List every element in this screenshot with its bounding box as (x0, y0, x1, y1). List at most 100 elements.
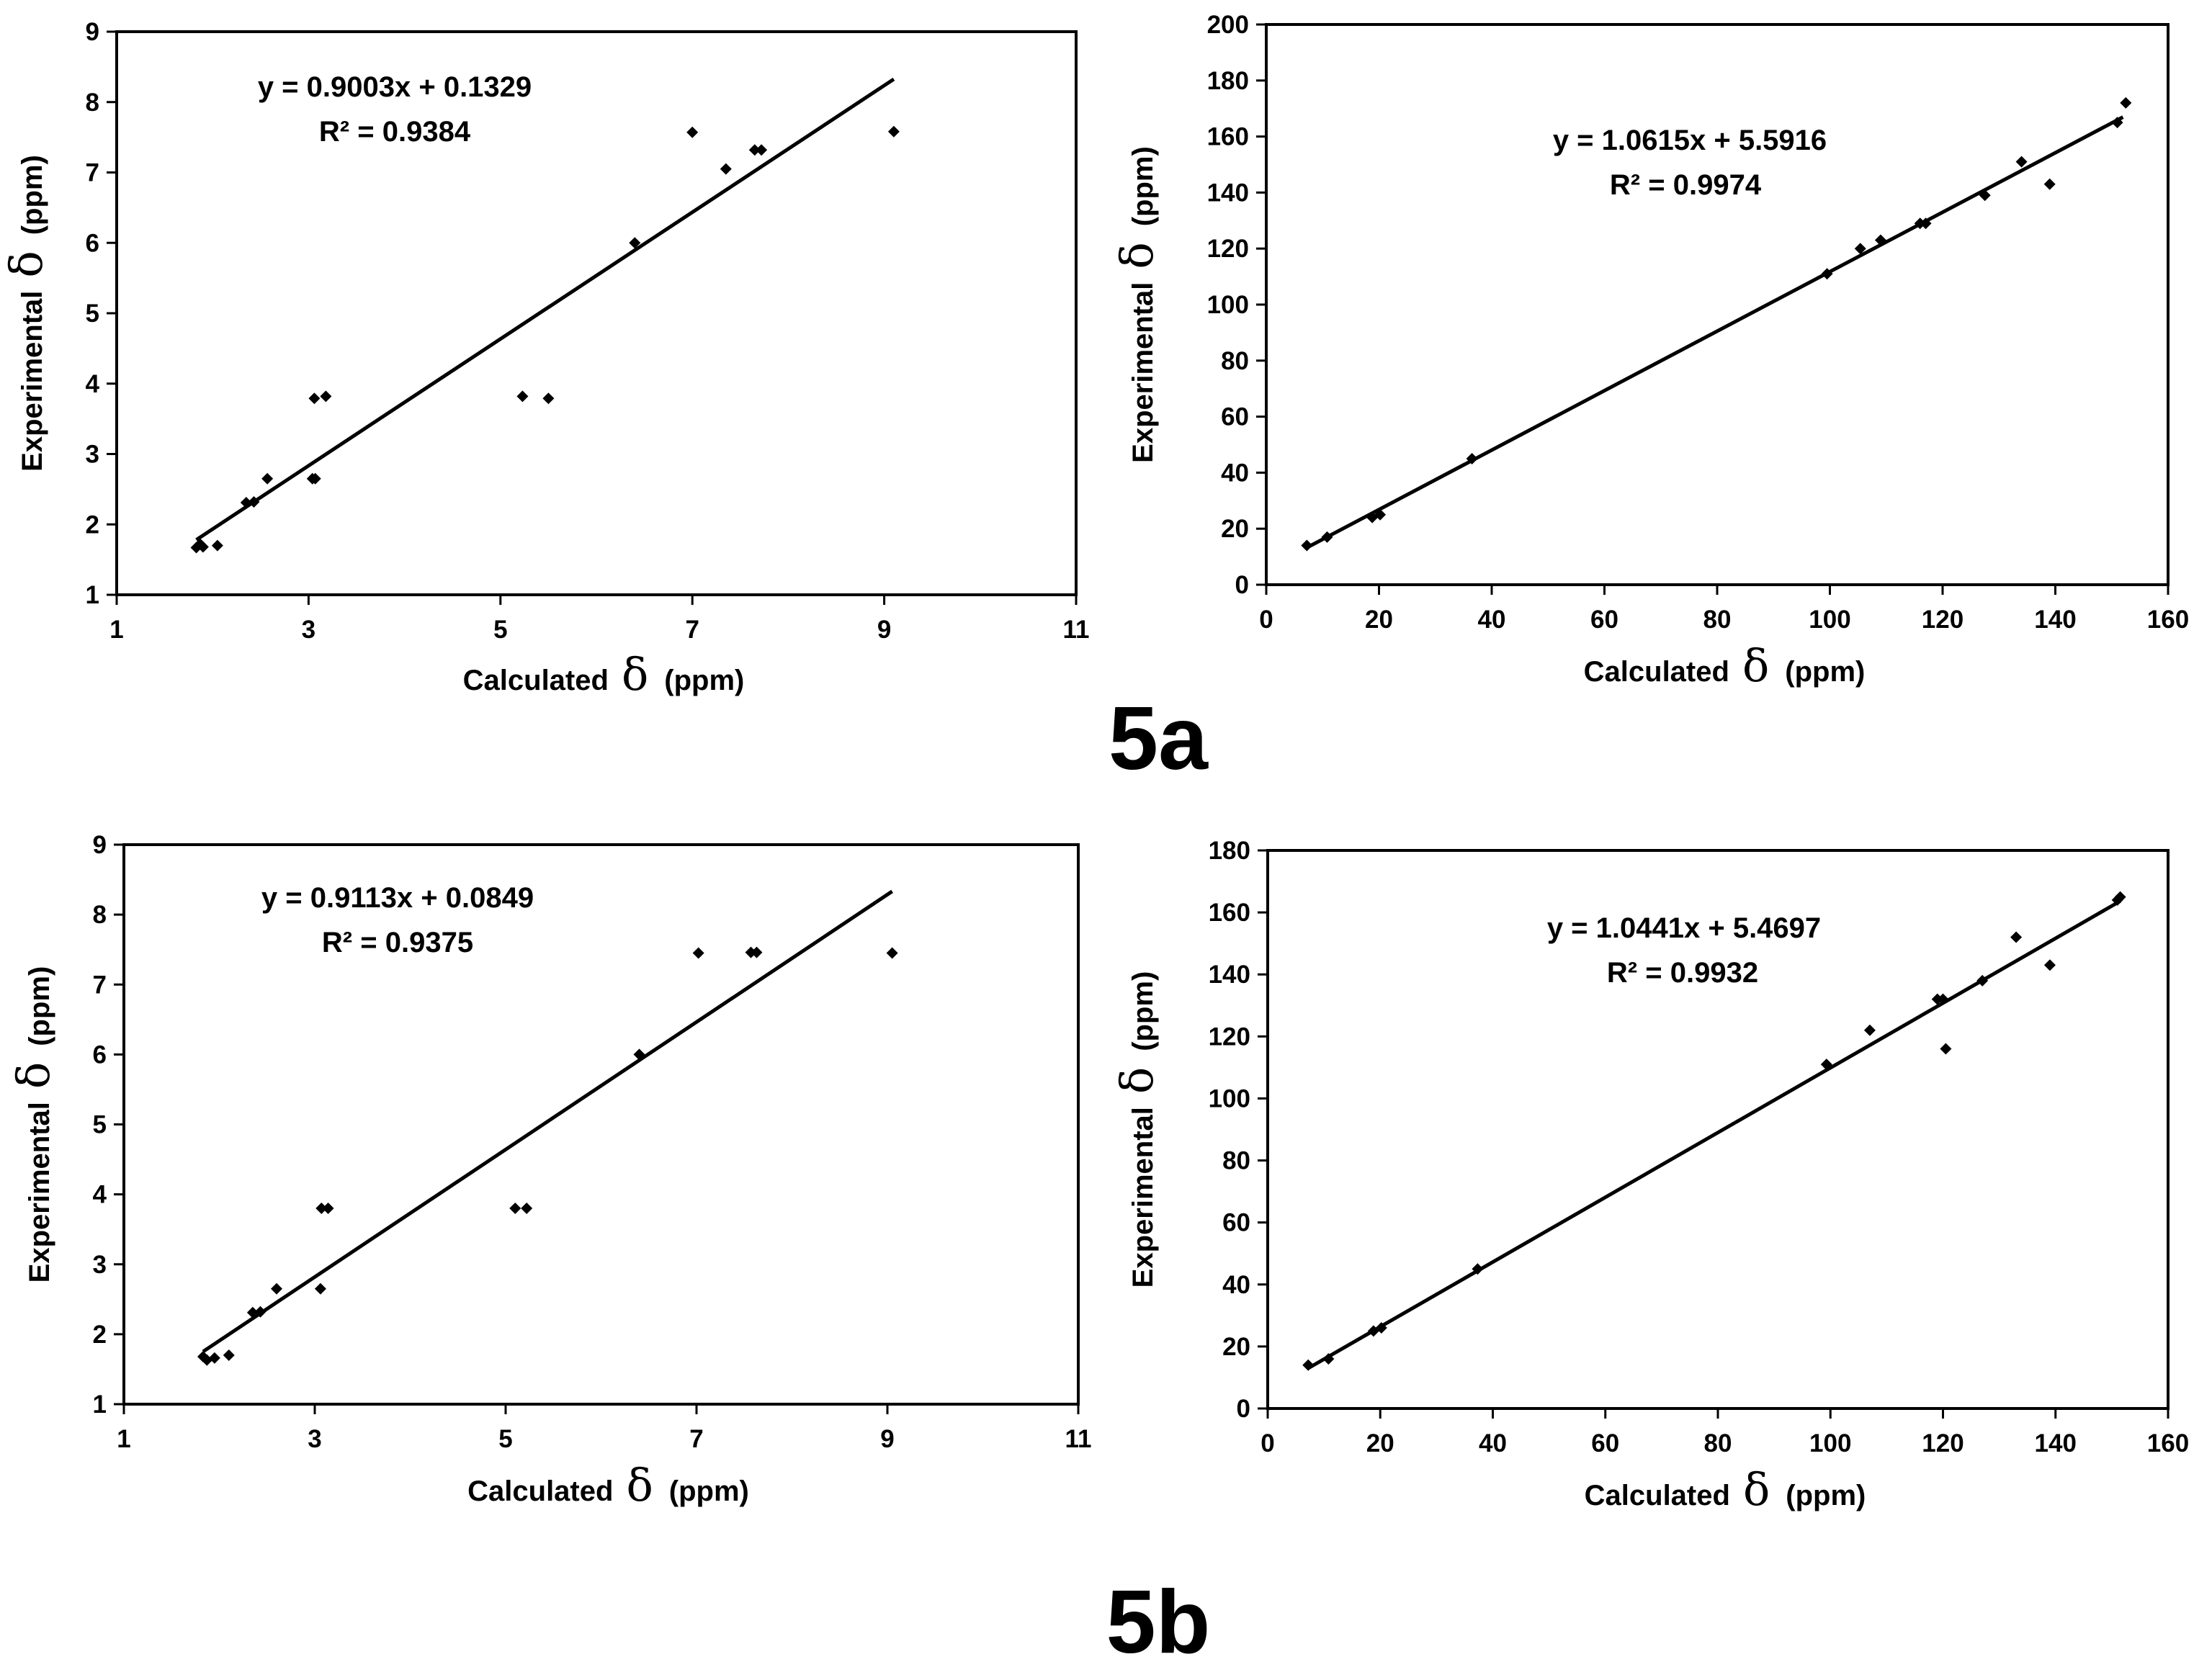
data-point (1374, 508, 1387, 521)
y-axis-delta-symbol: δ (1111, 242, 1163, 269)
y-tick-label: 100 (1207, 291, 1249, 319)
data-point (211, 539, 223, 552)
x-tick-label: 40 (1479, 1429, 1507, 1457)
x-tick-label: 1 (117, 1425, 130, 1453)
y-tick-label: 60 (1221, 403, 1249, 431)
data-point (308, 392, 321, 405)
x-axis-delta-symbol: δ (1743, 1463, 1770, 1516)
data-point (886, 947, 898, 959)
x-tick-label: 0 (1259, 606, 1273, 634)
y-tick-label: 9 (86, 18, 99, 46)
x-tick-label: 160 (2147, 606, 2189, 634)
x-tick-label: 5 (498, 1425, 512, 1453)
x-axis-unit: (ppm) (664, 665, 744, 696)
r-squared-label: R² = 0.9974 (1610, 169, 1762, 201)
data-point (521, 1203, 533, 1215)
y-tick-label: 2 (93, 1321, 107, 1349)
y-tick-label: 6 (86, 229, 99, 257)
y-tick-label: 0 (1235, 571, 1249, 599)
x-tick-label: 160 (2147, 1429, 2189, 1457)
data-point (248, 495, 260, 508)
y-axis-title: Experimental δ (ppm) (7, 966, 60, 1283)
data-point (2010, 931, 2023, 943)
x-axis-unit: (ppm) (1786, 1480, 1866, 1511)
y-tick-label: 80 (1222, 1147, 1250, 1175)
trendline (202, 889, 894, 1353)
data-point (1466, 452, 1478, 464)
y-tick-label: 180 (1209, 837, 1250, 865)
trendline (1304, 115, 2124, 550)
x-axis-title-word: Calculated (1584, 656, 1729, 688)
data-point (1322, 1353, 1335, 1365)
y-tick-label: 180 (1207, 67, 1249, 95)
data-point (1375, 1322, 1387, 1334)
x-axis-delta-symbol: δ (622, 648, 648, 701)
data-point (197, 541, 209, 553)
data-point (309, 472, 321, 485)
data-point (1940, 1043, 1952, 1055)
trendline-equation: y = 0.9003x + 0.1329 (258, 71, 532, 103)
data-point (748, 144, 761, 156)
y-tick-label: 4 (86, 370, 100, 398)
data-point (1874, 234, 1886, 246)
r-squared-label: R² = 0.9375 (322, 927, 473, 958)
data-point (1820, 1059, 1832, 1071)
data-point (751, 946, 763, 958)
x-tick-label: 9 (877, 616, 891, 644)
x-axis-title-word: Calculated (463, 665, 609, 696)
x-axis-title: Calculated δ (ppm) (463, 648, 745, 701)
data-point (1821, 268, 1833, 280)
y-axis-unit: (ppm) (1127, 971, 1159, 1051)
x-tick-label: 9 (880, 1425, 894, 1453)
x-tick-label: 7 (685, 616, 699, 644)
data-point (322, 1203, 334, 1215)
x-axis-title: Calculated δ (ppm) (1585, 1463, 1866, 1516)
data-point (2043, 959, 2056, 971)
data-point (516, 390, 529, 403)
x-tick-label: 140 (2034, 606, 2076, 634)
y-tick-label: 7 (86, 159, 99, 187)
data-point (208, 1352, 220, 1364)
y-tick-label: 20 (1221, 515, 1249, 543)
data-point (254, 1306, 267, 1318)
y-tick-label: 7 (93, 971, 107, 999)
y-tick-label: 5 (86, 300, 99, 328)
x-axis-unit: (ppm) (669, 1475, 749, 1507)
y-tick-label: 40 (1221, 459, 1249, 487)
y-axis-title-word: Experimental (17, 291, 48, 472)
data-point (315, 1203, 328, 1215)
y-axis-delta-symbol: δ (7, 1062, 60, 1089)
y-tick-label: 1 (93, 1390, 107, 1419)
y-tick-label: 5 (93, 1111, 107, 1139)
x-tick-label: 40 (1478, 606, 1506, 634)
data-point (887, 125, 900, 138)
x-tick-label: 80 (1703, 606, 1732, 634)
y-axis-unit: (ppm) (17, 155, 48, 235)
x-axis-delta-symbol: δ (1742, 639, 1769, 692)
y-tick-label: 8 (86, 89, 99, 117)
data-point (1976, 974, 1989, 987)
data-point (1920, 217, 1932, 230)
r-squared-label: R² = 0.9932 (1607, 957, 1758, 989)
x-tick-label: 100 (1809, 1429, 1851, 1457)
trendline-equation: y = 1.0441x + 5.4697 (1547, 912, 1821, 944)
x-axis-delta-symbol: δ (626, 1459, 653, 1511)
data-point (2015, 156, 2028, 168)
trendline-equation: y = 0.9113x + 0.0849 (261, 882, 534, 914)
x-tick-label: 20 (1365, 606, 1393, 634)
data-point (240, 496, 252, 508)
data-point (261, 472, 274, 485)
y-tick-label: 140 (1209, 961, 1250, 989)
data-point (686, 126, 699, 138)
data-point (1472, 1263, 1484, 1275)
x-tick-label: 11 (1065, 1425, 1092, 1453)
x-tick-label: 120 (1922, 1429, 1964, 1457)
x-tick-label: 60 (1591, 1429, 1619, 1457)
x-tick-label: 100 (1809, 606, 1850, 634)
data-point (1321, 531, 1333, 543)
chart-5b-carbon: 0 20 40 60 80 100 120 140 160 0 20 40 60 80 100 120 140 1… (1111, 837, 2189, 1516)
data-point (1302, 1359, 1315, 1371)
chart-5a-carbon: 0 20 40 60 80 100 120 140 160 0 20 40 60 80 100 120 140 1… (1111, 11, 2189, 692)
y-tick-label: 2 (86, 511, 99, 539)
x-axis-title-word: Calculated (1585, 1480, 1730, 1511)
